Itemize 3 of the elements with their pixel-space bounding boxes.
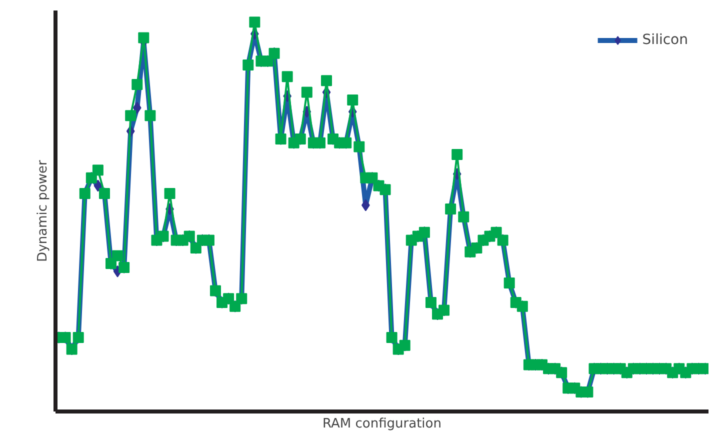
y-axis-title: Dynamic power — [36, 160, 50, 262]
legend-label: Silicon — [642, 32, 688, 48]
x-axis-title: RAM configuration — [322, 416, 442, 432]
